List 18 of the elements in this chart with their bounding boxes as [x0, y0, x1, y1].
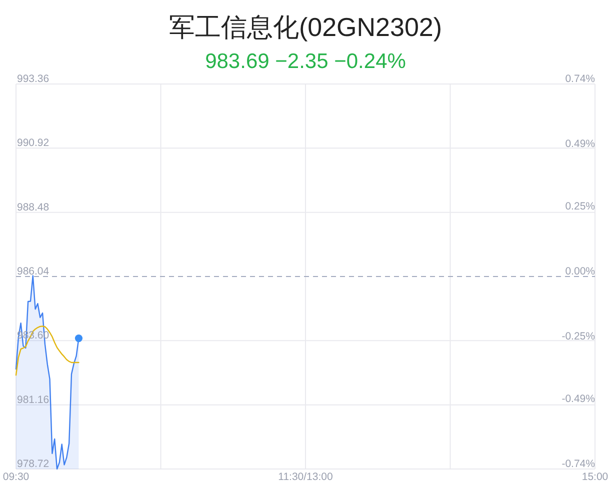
- y2-tick-label: -0.74%: [562, 458, 595, 470]
- y-tick-label: 988.48: [17, 201, 50, 214]
- y2-tick-label: -0.25%: [562, 330, 595, 343]
- y2-tick-label: 0.00%: [565, 266, 595, 278]
- y-tick-label: 981.16: [17, 394, 50, 406]
- y-tick-label: 993.36: [17, 73, 50, 85]
- y-tick-label: 990.92: [17, 137, 50, 150]
- y2-tick-label: -0.49%: [562, 392, 595, 405]
- y-tick-label: 978.72: [17, 458, 50, 470]
- x-tick-label: 15:00: [582, 471, 608, 483]
- x-tick-label: 11:30/13:00: [278, 471, 333, 483]
- chart-title: 军工信息化(02GN2302): [168, 12, 442, 42]
- y2-tick-label: 0.25%: [565, 200, 595, 212]
- x-tick-label: 09:30: [2, 471, 30, 483]
- y2-tick-label: 0.49%: [565, 138, 595, 150]
- y-tick-label: 986.04: [17, 266, 50, 278]
- chart-subtitle: 983.69 −2.35 −0.24%: [205, 50, 406, 73]
- y2-tick-label: 0.74%: [565, 73, 595, 85]
